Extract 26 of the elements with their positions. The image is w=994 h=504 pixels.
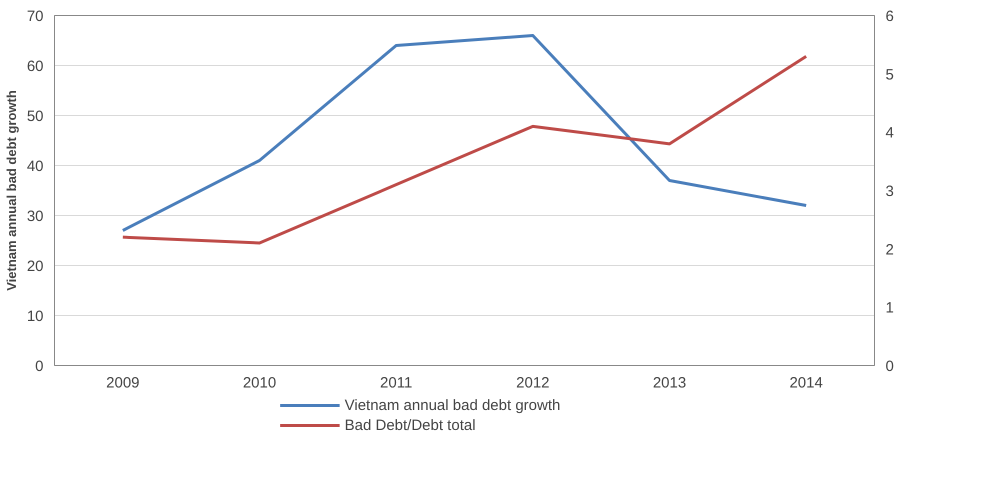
y-tick-label: 10 bbox=[26, 308, 44, 325]
y-tick-label: 20 bbox=[26, 258, 44, 275]
legend-label: Bad Debt/Debt total bbox=[344, 416, 476, 434]
y-tick-label: 0 bbox=[35, 358, 44, 375]
x-tick-label: 2011 bbox=[380, 374, 412, 392]
y2-tick-label: 5 bbox=[886, 66, 894, 84]
y2-tick-label: 6 bbox=[886, 8, 894, 25]
y2-tick-label: 4 bbox=[886, 124, 894, 142]
y-tick-label: 40 bbox=[26, 158, 44, 175]
x-tick-label: 2012 bbox=[516, 374, 550, 392]
y-tick-label: 70 bbox=[26, 8, 44, 25]
y-tick-label: 60 bbox=[26, 58, 44, 75]
y2-tick-label: 2 bbox=[886, 241, 894, 258]
x-tick-label: 2013 bbox=[652, 374, 686, 392]
x-tick-label: 2010 bbox=[242, 374, 276, 392]
y-tick-label: 30 bbox=[26, 208, 44, 225]
line-series bbox=[121, 54, 808, 244]
y-axis-title: Vietnam annual bad debt growth bbox=[4, 90, 19, 291]
y2-tick-label: 1 bbox=[886, 300, 894, 317]
y2-tick-label: 0 bbox=[886, 358, 894, 375]
x-tick-label: 2014 bbox=[789, 374, 823, 392]
y-tick-label: 50 bbox=[26, 108, 44, 125]
line-series bbox=[121, 34, 808, 232]
y2-tick-label: 3 bbox=[886, 183, 894, 200]
x-tick-label: 2009 bbox=[106, 374, 140, 392]
legend-label: Vietnam annual bad debt growth bbox=[344, 396, 560, 414]
